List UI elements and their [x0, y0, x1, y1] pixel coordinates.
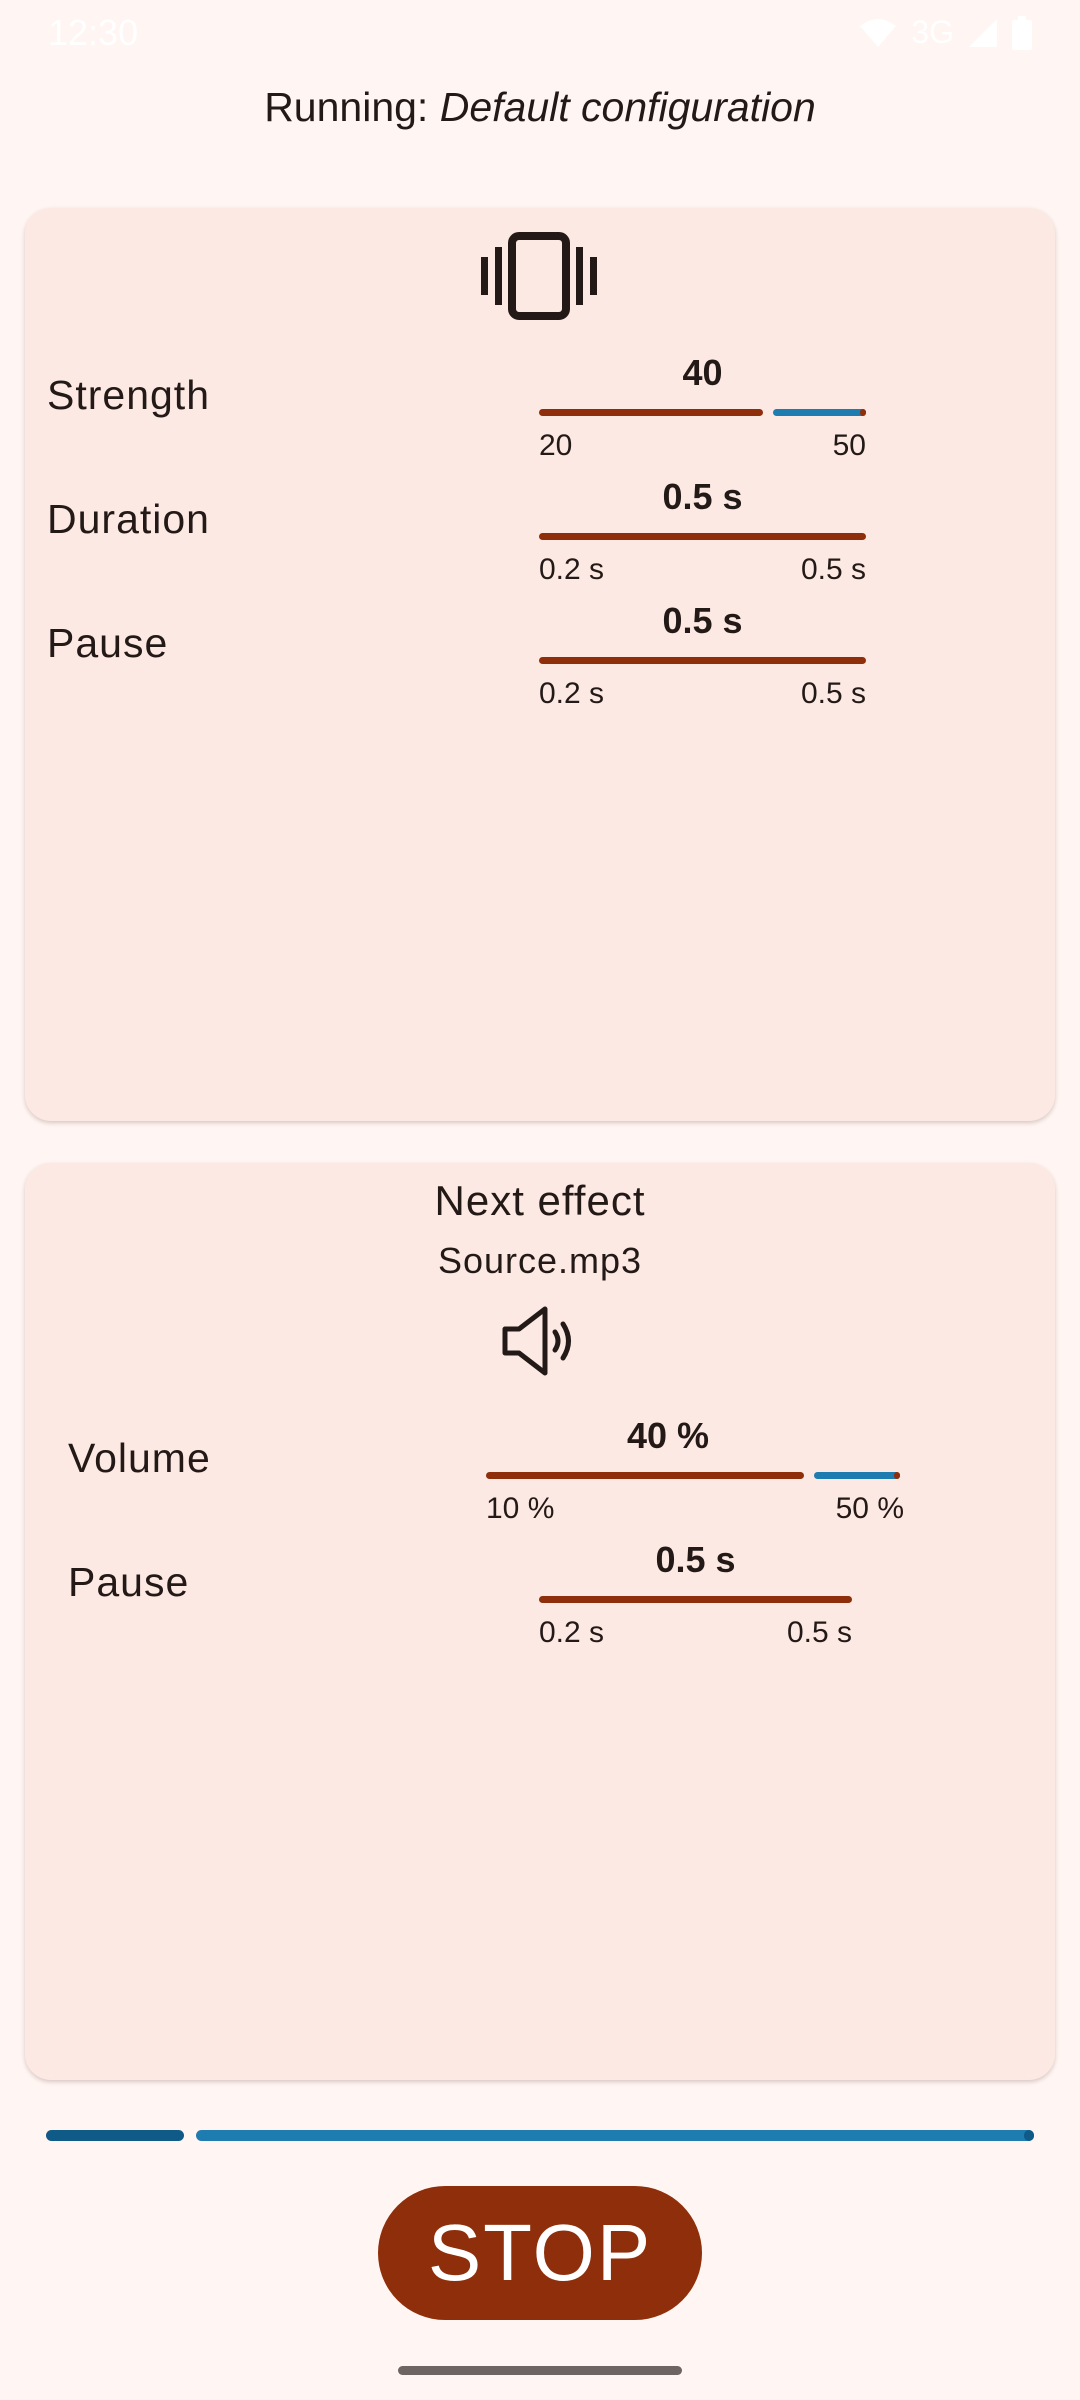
volume-range-bar — [486, 1472, 804, 1479]
pause-max: 0.5 s — [800, 677, 866, 710]
running-label: Running: — [264, 84, 440, 130]
strength-end-tick — [860, 409, 866, 416]
running-header: Running: Default configuration — [0, 84, 1080, 131]
volume-track[interactable] — [486, 1472, 900, 1481]
next-pause-label: Pause — [68, 1559, 190, 1605]
next-pause-range: 0.5 s 0.2 s 0.5 s — [539, 1537, 852, 1649]
duration-max: 0.5 s — [800, 553, 866, 586]
wifi-icon — [859, 18, 897, 48]
status-bar: 12:30 3G — [0, 0, 1080, 64]
duration-value: 0.5 s — [662, 476, 743, 517]
duration-range-bar — [539, 533, 866, 540]
configuration-name: Default configuration — [439, 84, 816, 130]
param-row-duration: Duration 0.5 s 0.2 s 0.5 s — [25, 474, 1055, 586]
pause-label: Pause — [47, 620, 169, 666]
progress-remaining — [196, 2130, 1034, 2141]
cell-signal-icon — [968, 18, 998, 48]
progress-end-tick — [1024, 2130, 1034, 2141]
next-pause-min: 0.2 s — [539, 1616, 605, 1649]
param-row-pause: Pause 0.5 s 0.2 s 0.5 s — [25, 598, 1055, 710]
duration-min: 0.2 s — [539, 553, 605, 586]
param-row-volume: Volume 40 % 10 % 50 % — [25, 1413, 1055, 1525]
strength-label: Strength — [47, 372, 210, 418]
duration-track[interactable] — [539, 533, 866, 542]
strength-track[interactable] — [539, 409, 866, 418]
source-file-name: Source.mp3 — [437, 1240, 643, 1281]
status-icons: 3G — [859, 14, 1032, 51]
pause-range: 0.5 s 0.2 s 0.5 s — [539, 598, 866, 710]
strength-min: 20 — [539, 429, 573, 462]
vibration-icon — [481, 232, 597, 325]
volume-value: 40 % — [626, 1415, 710, 1456]
next-pause-range-bar — [539, 1596, 852, 1603]
volume-min: 10 % — [486, 1492, 555, 1525]
param-row-next-pause: Pause 0.5 s 0.2 s 0.5 s — [25, 1537, 1055, 1649]
pause-value: 0.5 s — [662, 600, 743, 641]
volume-range: 40 % 10 % 50 % — [486, 1413, 904, 1525]
param-row-strength: Strength 40 20 50 — [25, 350, 1055, 462]
duration-range: 0.5 s 0.2 s 0.5 s — [539, 474, 866, 586]
pause-track[interactable] — [539, 657, 866, 666]
strength-max: 50 — [832, 429, 866, 462]
volume-label: Volume — [68, 1435, 211, 1481]
volume-end-tick — [894, 1472, 900, 1479]
strength-range-bar — [539, 409, 763, 416]
effect-progress-bar — [46, 2130, 1034, 2142]
next-pause-max: 0.5 s — [786, 1616, 852, 1649]
progress-elapsed — [46, 2130, 184, 2141]
volume-remaining-bar — [814, 1472, 900, 1479]
network-type: 3G — [911, 14, 954, 50]
strength-value: 40 — [682, 352, 723, 393]
pause-min: 0.2 s — [539, 677, 605, 710]
duration-label: Duration — [47, 496, 210, 542]
gesture-nav-handle[interactable] — [398, 2366, 682, 2375]
next-pause-value: 0.5 s — [655, 1539, 736, 1580]
stop-button[interactable]: STOP — [378, 2186, 702, 2320]
status-time: 12:30 — [48, 12, 139, 53]
vibration-card: Strength 40 20 50 Duration 0.5 s 0.2 s — [25, 208, 1055, 1121]
volume-max: 50 % — [835, 1492, 904, 1525]
battery-icon — [1012, 15, 1032, 50]
next-effect-card: Next effect Source.mp3 Volume 40 % 10 % … — [25, 1163, 1055, 2080]
next-pause-track[interactable] — [539, 1596, 852, 1605]
pause-range-bar — [539, 657, 866, 664]
strength-range: 40 20 50 — [539, 350, 866, 462]
strength-remaining-bar — [773, 409, 866, 416]
next-effect-title: Next effect — [434, 1177, 646, 1224]
speaker-icon — [501, 1305, 577, 1382]
